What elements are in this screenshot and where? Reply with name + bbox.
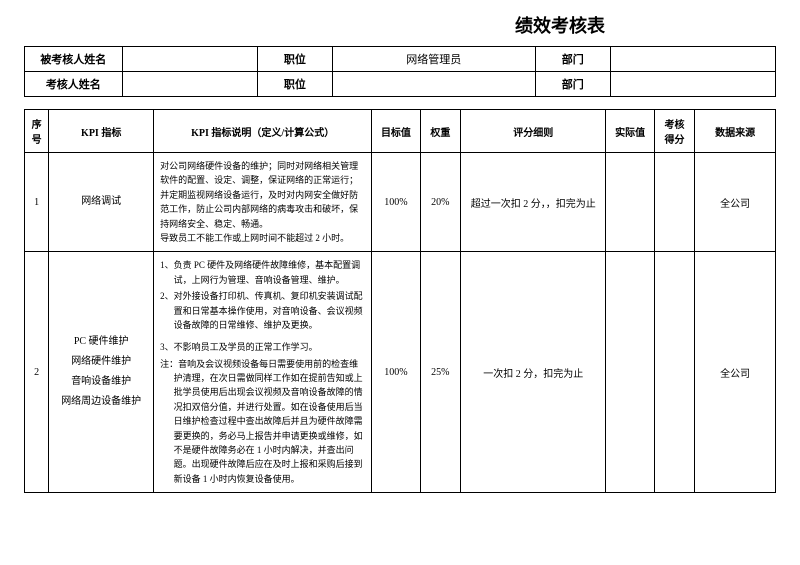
cell-no: 1: [25, 153, 49, 252]
cell-target: 100%: [372, 153, 420, 252]
table-row: 2 PC 硬件维护 网络硬件维护 音响设备维护 网络周边设备维护 1、负责 PC…: [25, 252, 776, 493]
col-weight: 权重: [420, 110, 460, 153]
cell-target: 100%: [372, 252, 420, 493]
cell-desc: 1、负责 PC 硬件及网络硬件故障维修，基本配置调试，上网行为管理、音响设备管理…: [154, 252, 372, 493]
cell-kpi: 网络调试: [49, 153, 154, 252]
list-item: 1、负责 PC 硬件及网络硬件故障维修，基本配置调试，上网行为管理、音响设备管理…: [160, 258, 365, 287]
desc-note: 注：音响及会议视频设备每日需要使用前的检查维护清理，在次日需做同样工作如在提前告…: [160, 357, 365, 487]
kpi-header-row: 序 号 KPI 指标 KPI 指标说明（定义/计算公式） 目标值 权重 评分细则…: [25, 110, 776, 153]
desc-ordered-list: 1、负责 PC 硬件及网络硬件故障维修，基本配置调试，上网行为管理、音响设备管理…: [160, 258, 365, 332]
cell-rule: 超过一次扣 2 分，，扣完为止: [461, 153, 606, 252]
table-row: 1 网络调试 对公司网络硬件设备的维护；同时对网络相关管理软件的配置、设定、调整…: [25, 153, 776, 252]
label-assessee-dept: 部门: [535, 47, 610, 72]
kpi-table: 序 号 KPI 指标 KPI 指标说明（定义/计算公式） 目标值 权重 评分细则…: [24, 109, 776, 493]
header-row-assessor: 考核人姓名 职位 部门: [25, 72, 776, 97]
header-info-table: 被考核人姓名 职位 网络管理员 部门 考核人姓名 职位 部门: [24, 46, 776, 97]
cell-weight: 20%: [420, 153, 460, 252]
col-source: 数据来源: [695, 110, 776, 153]
cell-desc: 对公司网络硬件设备的维护；同时对网络相关管理软件的配置、设定、调整，保证网络的正…: [154, 153, 372, 252]
cell-score: [654, 153, 694, 252]
col-rule: 评分细则: [461, 110, 606, 153]
label-assessor-name: 考核人姓名: [25, 72, 123, 97]
list-item: 2、对外接设备打印机、传真机、复印机安装调试配置和日常基本操作使用，对音响设备、…: [160, 289, 365, 332]
value-assessor-name: [122, 72, 257, 97]
cell-kpi: PC 硬件维护 网络硬件维护 音响设备维护 网络周边设备维护: [49, 252, 154, 493]
cell-source: 全公司: [695, 252, 776, 493]
col-target: 目标值: [372, 110, 420, 153]
header-row-assessee: 被考核人姓名 职位 网络管理员 部门: [25, 47, 776, 72]
label-assessee-name: 被考核人姓名: [25, 47, 123, 72]
cell-no: 2: [25, 252, 49, 493]
col-kpi: KPI 指标: [49, 110, 154, 153]
cell-weight: 25%: [420, 252, 460, 493]
value-assessee-position: 网络管理员: [332, 47, 535, 72]
value-assessee-dept: [610, 47, 775, 72]
cell-rule: 一次扣 2 分，扣完为止: [461, 252, 606, 493]
col-score: 考核 得分: [654, 110, 694, 153]
cell-source: 全公司: [695, 153, 776, 252]
label-assessor-dept: 部门: [535, 72, 610, 97]
label-assessor-position: 职位: [257, 72, 332, 97]
list-item: 3、不影响员工及学员的正常工作学习。: [160, 340, 365, 354]
value-assessee-name: [122, 47, 257, 72]
value-assessor-position: [332, 72, 535, 97]
cell-actual: [606, 252, 654, 493]
col-no: 序 号: [25, 110, 49, 153]
page-title: 绩效考核表: [344, 12, 776, 38]
label-assessee-position: 职位: [257, 47, 332, 72]
value-assessor-dept: [610, 72, 775, 97]
cell-actual: [606, 153, 654, 252]
col-desc: KPI 指标说明（定义/计算公式）: [154, 110, 372, 153]
desc-ordered-list: 3、不影响员工及学员的正常工作学习。: [160, 340, 365, 354]
col-actual: 实际值: [606, 110, 654, 153]
cell-score: [654, 252, 694, 493]
